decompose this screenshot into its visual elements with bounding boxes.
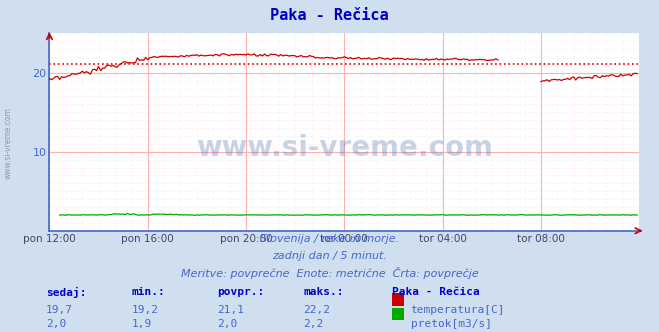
Text: 1,9: 1,9 xyxy=(132,319,152,329)
Text: 2,2: 2,2 xyxy=(303,319,324,329)
Text: Paka - Rečica: Paka - Rečica xyxy=(392,287,480,297)
Text: zadnji dan / 5 minut.: zadnji dan / 5 minut. xyxy=(272,251,387,261)
Text: pretok[m3/s]: pretok[m3/s] xyxy=(411,319,492,329)
Text: www.si-vreme.com: www.si-vreme.com xyxy=(3,107,13,179)
Text: sedaj:: sedaj: xyxy=(46,287,86,298)
Text: 2,0: 2,0 xyxy=(46,319,67,329)
Text: povpr.:: povpr.: xyxy=(217,287,265,297)
Text: 22,2: 22,2 xyxy=(303,305,330,315)
Text: 2,0: 2,0 xyxy=(217,319,238,329)
Text: 21,1: 21,1 xyxy=(217,305,244,315)
Text: maks.:: maks.: xyxy=(303,287,343,297)
Text: Paka - Rečica: Paka - Rečica xyxy=(270,8,389,23)
Text: 19,2: 19,2 xyxy=(132,305,159,315)
Text: min.:: min.: xyxy=(132,287,165,297)
Text: Slovenija / reke in morje.: Slovenija / reke in morje. xyxy=(260,234,399,244)
Text: www.si-vreme.com: www.si-vreme.com xyxy=(196,134,493,162)
Text: temperatura[C]: temperatura[C] xyxy=(411,305,505,315)
Text: 19,7: 19,7 xyxy=(46,305,73,315)
Text: Meritve: povprečne  Enote: metrične  Črta: povprečje: Meritve: povprečne Enote: metrične Črta:… xyxy=(181,267,478,279)
